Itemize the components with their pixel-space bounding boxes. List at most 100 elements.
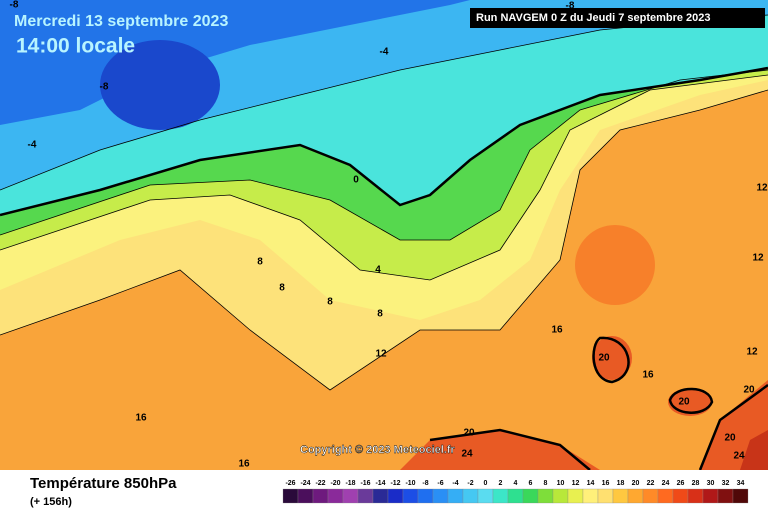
forecast-date: Mercredi 13 septembre 2023	[14, 13, 228, 30]
legend-swatch	[417, 488, 434, 504]
contour-label: 16	[135, 413, 147, 424]
legend-swatch	[522, 488, 539, 504]
legend-label: -4	[452, 480, 458, 487]
legend-label: -26	[285, 480, 295, 487]
legend-swatch	[402, 488, 419, 504]
contour-label: 12	[756, 183, 768, 194]
contour-label: 12	[752, 253, 764, 264]
legend-swatch	[612, 488, 629, 504]
contour-label: 8	[327, 297, 333, 308]
forecast-time: 14:00 locale	[16, 35, 135, 58]
legend-swatch	[552, 488, 569, 504]
legend-label: -18	[345, 480, 355, 487]
contour-lines	[0, 14, 768, 471]
legend-label: 8	[544, 480, 548, 487]
legend-label: -22	[315, 480, 325, 487]
contour-label: 16	[551, 325, 563, 336]
legend-swatch	[537, 488, 554, 504]
legend-swatch	[447, 488, 464, 504]
legend-label: 0	[484, 480, 488, 487]
legend-swatch	[282, 488, 299, 504]
contour-label: 4	[375, 265, 381, 276]
legend-swatch	[507, 488, 524, 504]
run-box	[470, 8, 765, 28]
legend-label: -24	[300, 480, 310, 487]
legend-label: -10	[405, 480, 415, 487]
legend-swatch	[597, 488, 614, 504]
legend-swatch	[582, 488, 599, 504]
contour-label: 20	[598, 353, 610, 364]
contour-label: 20	[724, 433, 736, 444]
contour-label: -8	[10, 0, 19, 11]
legend-label: 16	[602, 480, 610, 487]
legend-label: 14	[587, 480, 595, 487]
footer-title: Température 850hPa	[30, 475, 177, 492]
legend-label: -20	[330, 480, 340, 487]
contour-label: -4	[28, 140, 37, 151]
legend-label: -2	[467, 480, 473, 487]
legend-swatch	[627, 488, 644, 504]
contour-label: 8	[257, 257, 263, 268]
map-background	[0, 0, 768, 470]
legend-label: 26	[677, 480, 685, 487]
legend-swatch	[642, 488, 659, 504]
legend-label: 2	[499, 480, 503, 487]
legend-swatch	[357, 488, 374, 504]
contour-label: 8	[377, 309, 383, 320]
legend-swatch	[702, 488, 719, 504]
legend-label: 32	[722, 480, 730, 487]
contour-label: 12	[375, 349, 387, 360]
legend-swatch	[567, 488, 584, 504]
legend-label: -16	[360, 480, 370, 487]
legend-label: 10	[557, 480, 565, 487]
legend-swatch	[672, 488, 689, 504]
legend-label: 12	[572, 480, 580, 487]
legend-label: 6	[529, 480, 533, 487]
legend-swatch	[432, 488, 449, 504]
contour-label: 24	[461, 449, 473, 460]
contour-label: 0	[353, 175, 359, 186]
legend-swatch	[657, 488, 674, 504]
contour-label: 20	[678, 397, 690, 408]
legend-swatch	[462, 488, 479, 504]
legend-swatch	[492, 488, 509, 504]
legend-label: -14	[375, 480, 385, 487]
contour-label: 12	[746, 347, 758, 358]
contour-label: -4	[380, 47, 389, 58]
legend-swatch	[372, 488, 389, 504]
contour-label: -8	[100, 82, 109, 93]
legend-swatch	[387, 488, 404, 504]
legend-swatch	[342, 488, 359, 504]
contour-label: 16	[642, 370, 654, 381]
contour-label: 8	[279, 283, 285, 294]
legend-label: 28	[692, 480, 700, 487]
legend-label: -12	[390, 480, 400, 487]
contour-label: 20	[463, 428, 475, 439]
legend-label: -8	[422, 480, 428, 487]
legend-label: 24	[662, 480, 670, 487]
legend-label: 30	[707, 480, 715, 487]
legend-label: 4	[514, 480, 518, 487]
legend-label: 18	[617, 480, 625, 487]
legend-label: 34	[737, 480, 745, 487]
footer-subtitle: (+ 156h)	[30, 496, 72, 508]
color-legend: -26 -24 -22 -20 -18 -16 -14 -12 -10 -8 -6 -4 -2 0 2 4 6 8…	[282, 480, 749, 504]
legend-label: 22	[647, 480, 655, 487]
contour-label: 20	[743, 385, 755, 396]
legend-swatch	[687, 488, 704, 504]
run-info: Run NAVGEM 0 Z du Jeudi 7 septembre 2023	[476, 12, 711, 24]
legend-swatch	[477, 488, 494, 504]
legend-label: 20	[632, 480, 640, 487]
legend-swatch	[732, 488, 749, 504]
contour-label: 16	[238, 459, 250, 470]
contour-labels: -8 -8 -4 -4 -8 0 4 8 8 8 8 12 12 12 12 16 16 16 16 20 20 20 20…	[10, 0, 768, 470]
legend-swatch	[297, 488, 314, 504]
legend-swatch	[312, 488, 329, 504]
copyright: Copyright © 2023 Meteociel.fr	[300, 444, 456, 456]
legend-label: -6	[437, 480, 443, 487]
legend-swatch	[327, 488, 344, 504]
legend-swatch	[717, 488, 734, 504]
contour-label: -8	[566, 1, 575, 12]
contour-label: 24	[733, 451, 745, 462]
